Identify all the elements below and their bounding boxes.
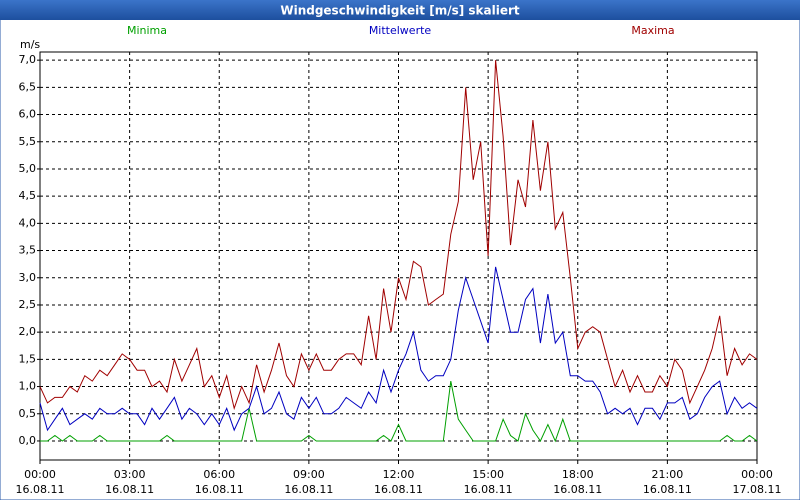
y-tick-label: 5,0 xyxy=(19,162,37,175)
y-tick-label: 1,0 xyxy=(19,380,37,393)
legend-label: Maxima xyxy=(631,24,674,37)
y-axis-label: m/s xyxy=(20,38,40,51)
y-tick-label: 5,5 xyxy=(19,135,37,148)
y-tick-label: 0,5 xyxy=(19,407,37,420)
y-tick-label: 6,0 xyxy=(19,108,37,121)
y-tick-label: 3,5 xyxy=(19,244,37,257)
x-tick-label: 18:00 xyxy=(562,468,594,481)
x-tick-label: 21:00 xyxy=(652,468,684,481)
legend-label: Mittelwerte xyxy=(369,24,432,37)
x-tick-date: 16.08.11 xyxy=(464,483,513,496)
x-tick-date: 16.08.11 xyxy=(105,483,154,496)
legend-label: Minima xyxy=(127,24,167,37)
x-tick-label: 03:00 xyxy=(114,468,146,481)
title-bar xyxy=(0,0,800,20)
series-line xyxy=(40,381,758,443)
x-tick-label: 15:00 xyxy=(472,468,504,481)
y-tick-label: 1,5 xyxy=(19,352,37,365)
x-tick-label: 12:00 xyxy=(383,468,415,481)
x-tick-date: 16.08.11 xyxy=(195,483,244,496)
x-tick-date: 16.08.11 xyxy=(284,483,333,496)
chart-title: Windgeschwindigkeit [m/s] skaliert xyxy=(280,4,520,18)
series-line xyxy=(39,266,758,432)
x-tick-date: 16.08.11 xyxy=(643,483,692,496)
x-tick-date: 16.08.11 xyxy=(16,483,65,496)
y-tick-label: 2,0 xyxy=(19,325,37,338)
y-tick-label: 0,0 xyxy=(19,434,37,447)
y-tick-label: 6,5 xyxy=(19,80,37,93)
x-tick-label: 06:00 xyxy=(203,468,235,481)
y-tick-label: 7,0 xyxy=(19,53,37,66)
x-tick-label: 09:00 xyxy=(293,468,325,481)
y-tick-label: 2,5 xyxy=(19,298,37,311)
y-tick-label: 3,0 xyxy=(19,271,37,284)
x-tick-label: 00:00 xyxy=(741,468,773,481)
x-tick-date: 16.08.11 xyxy=(374,483,423,496)
y-tick-label: 4,0 xyxy=(19,216,37,229)
x-tick-date: 16.08.11 xyxy=(553,483,602,496)
x-tick-label: 00:00 xyxy=(24,468,56,481)
x-tick-date: 17.08.11 xyxy=(733,483,782,496)
y-tick-label: 4,5 xyxy=(19,189,37,202)
series-line xyxy=(39,60,758,411)
